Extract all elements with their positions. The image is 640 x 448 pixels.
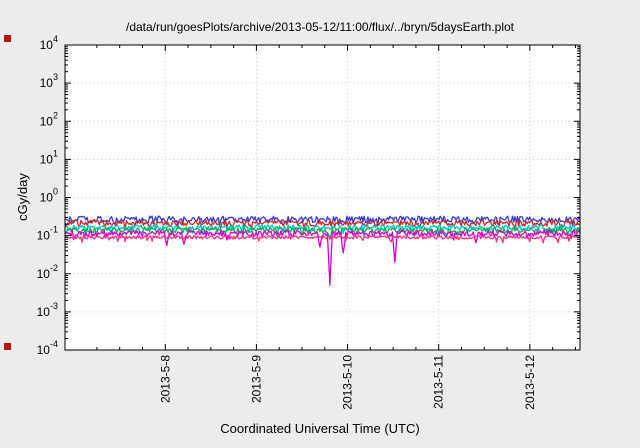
plot-title: /data/run/goesPlots/archive/2013-05-12/1… <box>125 20 514 34</box>
y-tick-label: 10-1 <box>37 225 58 243</box>
y-tick-label: 104 <box>40 34 58 52</box>
x-axis-title: Coordinated Universal Time (UTC) <box>220 421 420 436</box>
series-pink <box>64 234 581 244</box>
y-tick-label: 10-3 <box>37 301 58 319</box>
y-tick-label: 102 <box>40 110 58 128</box>
y-tick-labels: 104 103 102 101 100 10-1 10-2 10-3 10-4 <box>37 34 58 357</box>
y-tick-label: 10-4 <box>37 339 58 357</box>
x-tick-label: 2013-5-11 <box>432 355 446 409</box>
corner-marker-top <box>4 35 11 42</box>
y-tick-label: 100 <box>40 187 58 205</box>
x-tick-label: 2013-5-12 <box>523 355 537 410</box>
y-tick-label: 101 <box>40 148 58 166</box>
series-red <box>64 219 581 231</box>
x-tick-label: 2013-5-9 <box>249 355 263 403</box>
series-group <box>64 215 581 286</box>
x-tick-labels: 2013-5-8 2013-5-9 2013-5-10 2013-5-11 2013-5… <box>158 355 537 410</box>
corner-marker-bottom <box>4 343 11 350</box>
axis-ticks <box>65 44 580 351</box>
plot-area <box>65 45 580 350</box>
series-cyan <box>64 224 581 235</box>
grid-lines <box>65 44 580 351</box>
y-tick-label: 103 <box>40 72 58 90</box>
x-tick-label: 2013-5-8 <box>158 355 172 403</box>
x-tick-label: 2013-5-10 <box>341 355 355 410</box>
series-green <box>64 226 581 240</box>
y-tick-label: 10-2 <box>37 263 58 281</box>
